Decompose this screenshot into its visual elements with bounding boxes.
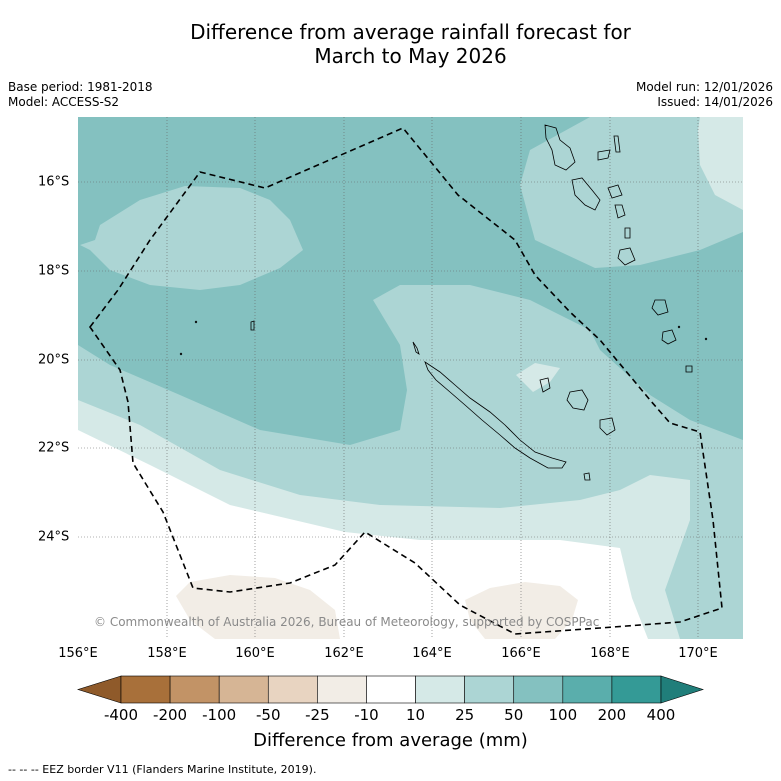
colorbar-swatch bbox=[218, 675, 269, 704]
lon-tick-164e: 164°E bbox=[412, 646, 452, 661]
lat-tick-20s: 20°S bbox=[38, 352, 70, 368]
eez-footnote: -- -- -- EEZ border V11 (Flanders Marine… bbox=[8, 763, 317, 776]
fiji-viti-levu bbox=[661, 329, 677, 345]
lon-tick-156e: 156°E bbox=[58, 646, 98, 661]
colorbar-tick-label: -400 bbox=[103, 706, 139, 724]
lat-tick-16s: 16°S bbox=[38, 174, 70, 190]
lon-tick-166e: 166°E bbox=[501, 646, 541, 661]
colorbar-swatch bbox=[169, 675, 220, 704]
mare-island bbox=[599, 417, 616, 436]
reef-dot-3 bbox=[677, 325, 681, 329]
copyright-text: © Commonwealth of Australia 2026, Bureau… bbox=[94, 615, 599, 629]
lon-tick-168e: 168°E bbox=[590, 646, 630, 661]
reef-dot-1 bbox=[194, 320, 198, 324]
belep-islands bbox=[412, 341, 420, 355]
lon-tick-170e: 170°E bbox=[678, 646, 718, 661]
vanuatu-pentecost bbox=[597, 149, 611, 161]
colorbar-title: Difference from average (mm) bbox=[253, 730, 528, 751]
colorbar-tick-label: 100 bbox=[548, 706, 578, 724]
colorbar-tick-label: -200 bbox=[153, 706, 188, 724]
vanuatu-shepherd bbox=[614, 204, 626, 219]
new-caledonia-island bbox=[424, 360, 567, 469]
colorbar-extend-high bbox=[660, 675, 704, 704]
colorbar-swatch bbox=[317, 675, 367, 704]
colorbar-tick-label: 10 bbox=[405, 706, 426, 724]
colorbar-swatch bbox=[611, 675, 662, 704]
contour-loyalty-light bbox=[516, 363, 560, 392]
lat-tick-22s: 22°S bbox=[38, 440, 70, 456]
base-period-text: Base period: 1981-2018 bbox=[8, 80, 153, 94]
colorbar-swatch bbox=[464, 675, 515, 704]
contour-top-left-light bbox=[80, 186, 303, 290]
colorbar-extend-low bbox=[76, 675, 122, 704]
contour-top-right-light bbox=[698, 117, 743, 210]
coastlines bbox=[179, 124, 708, 481]
lat-tick-24s: 24°S bbox=[38, 529, 70, 545]
metadata-left: Base period: 1981-2018 Model: ACCESS-S2 bbox=[8, 80, 153, 110]
reef-dot-4 bbox=[704, 337, 708, 341]
lifou-island bbox=[566, 389, 589, 411]
colorbar bbox=[76, 675, 704, 704]
colorbar-tick-label: 25 bbox=[455, 706, 475, 724]
title-line-2: March to May 2026 bbox=[314, 44, 507, 68]
map-area: © Commonwealth of Australia 2026, Bureau… bbox=[78, 117, 743, 639]
vanuatu-tanna bbox=[617, 247, 636, 266]
lon-tick-158e: 158°E bbox=[147, 646, 187, 661]
colorbar-tick-label: -10 bbox=[354, 706, 379, 724]
lat-tick-18s: 18°S bbox=[38, 263, 70, 279]
colorbar-tick-label: -100 bbox=[202, 706, 237, 724]
fiji-vanua-levu-west bbox=[651, 299, 669, 316]
issued-text: Issued: 14/01/2026 bbox=[657, 95, 773, 109]
colorbar-swatch bbox=[513, 675, 564, 704]
lon-tick-162e: 162°E bbox=[324, 646, 364, 661]
colorbar-tick-label: 400 bbox=[646, 706, 676, 724]
vanuatu-erromango bbox=[624, 227, 631, 239]
model-run-text: Model run: 12/01/2026 bbox=[635, 80, 773, 94]
model-text: Model: ACCESS-S2 bbox=[8, 95, 120, 109]
metadata-right: Model run: 12/01/2026 Issued: 14/01/2026 bbox=[636, 80, 773, 110]
graticule bbox=[78, 117, 743, 639]
isle-of-pines bbox=[583, 472, 591, 481]
reef-dot-2 bbox=[179, 352, 183, 356]
colorbar-tick-label: 200 bbox=[597, 706, 627, 724]
fiji-kadavu bbox=[685, 365, 693, 373]
vanuatu-espiritu-santo bbox=[544, 124, 576, 171]
vanuatu-malekula bbox=[571, 177, 601, 211]
colorbar-tick-label: 50 bbox=[504, 706, 524, 724]
chesterfield-islands bbox=[250, 320, 255, 331]
colorbar-swatch bbox=[366, 675, 416, 704]
colorbar-swatch bbox=[267, 675, 318, 704]
lon-tick-160e: 160°E bbox=[235, 646, 275, 661]
colorbar-swatch bbox=[120, 675, 171, 704]
ouvea-island bbox=[539, 377, 551, 393]
contour-negative-east bbox=[465, 582, 578, 639]
colorbar-swatch bbox=[562, 675, 613, 704]
title-line-1: Difference from average rainfall forecas… bbox=[190, 20, 631, 44]
vanuatu-maewo bbox=[613, 135, 621, 153]
colorbar-swatch bbox=[415, 675, 465, 704]
colorbar-tick-label: -50 bbox=[256, 706, 281, 724]
vanuatu-efate-group bbox=[607, 184, 623, 199]
colorbar-tick-label: -25 bbox=[305, 706, 330, 724]
map-title: Difference from average rainfall forecas… bbox=[0, 20, 781, 68]
